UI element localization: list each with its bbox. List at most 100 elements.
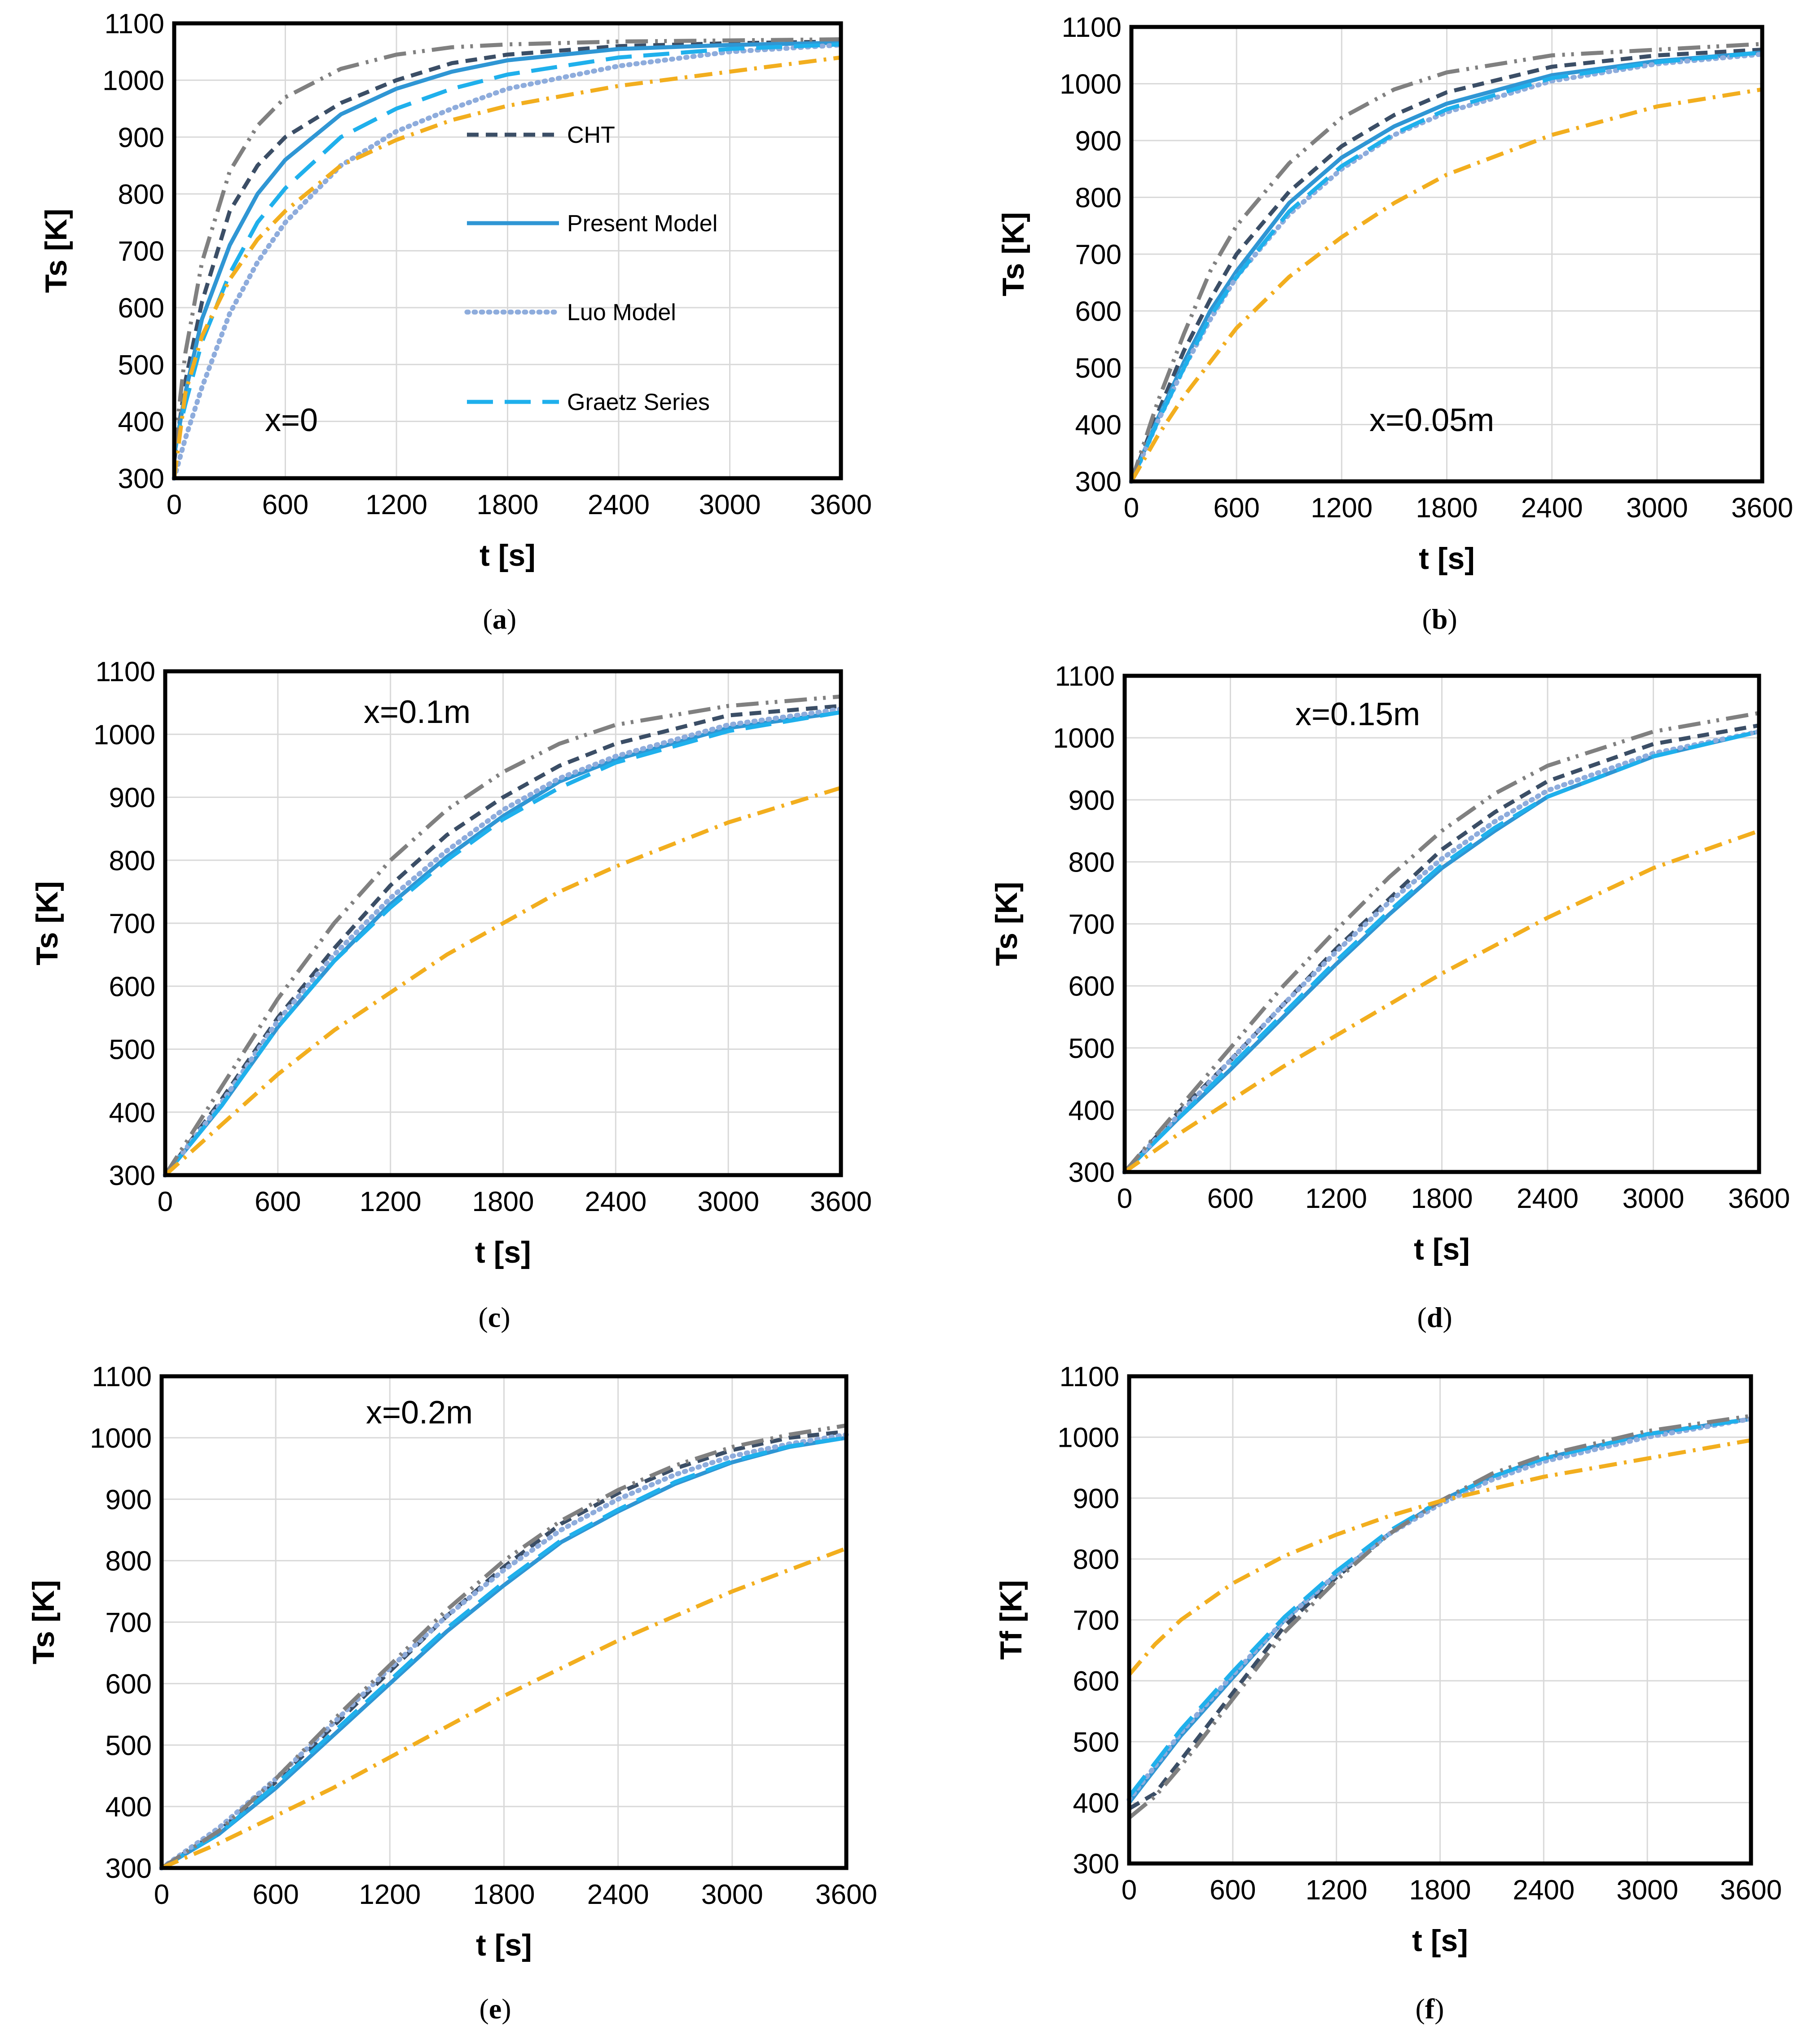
series-line-unlabeled-5 [172, 55, 841, 479]
x-tick-label: 2400 [587, 1879, 649, 1910]
series-line-luo-model [159, 1432, 849, 1871]
x-tick-label: 3000 [1616, 1875, 1678, 1906]
y-tick-label: 800 [1073, 1544, 1119, 1575]
x-tick-label: 1200 [360, 1186, 422, 1217]
x-tick-label: 600 [252, 1879, 299, 1910]
series-line-luo-model [172, 42, 844, 481]
series-line-present-model [160, 1436, 847, 1870]
x-tick-label: 0 [154, 1879, 169, 1910]
y-tick-label: 500 [109, 1035, 155, 1066]
y-tick-label: 400 [109, 1097, 155, 1128]
y-tick-label: 1000 [90, 1423, 152, 1454]
position-annotation: x=0.2m [366, 1395, 473, 1431]
x-tick-label: 3600 [810, 1186, 872, 1217]
y-tick-label: 1000 [102, 66, 164, 97]
y-tick-label: 1100 [1055, 661, 1115, 692]
y-tick-label: 900 [118, 122, 164, 153]
y-tick-label: 400 [118, 406, 164, 437]
x-tick-label: 3000 [1623, 1183, 1685, 1214]
y-tick-label: 500 [106, 1730, 152, 1761]
series-line-luo-model [163, 706, 844, 1178]
x-tick-label: 1800 [1409, 1875, 1471, 1906]
y-tick-label: 400 [1073, 1788, 1119, 1819]
y-tick-label: 800 [118, 179, 164, 210]
x-axis-label: t [s] [476, 1928, 532, 1962]
x-tick-label: 1200 [1306, 1875, 1368, 1906]
x-tick-label: 1200 [1311, 493, 1372, 524]
x-axis-label: t [s] [475, 1235, 531, 1269]
y-tick-label: 300 [1075, 467, 1122, 498]
y-tick-label: 1100 [1062, 12, 1122, 43]
legend-entry: Present Model [567, 211, 717, 237]
y-tick-label: 400 [1075, 410, 1122, 441]
y-tick-label: 800 [1069, 847, 1115, 878]
series-line-graetz-series [1129, 50, 1763, 482]
y-tick-label: 1100 [96, 656, 155, 687]
x-tick-label: 1200 [365, 489, 427, 520]
y-tick-label: 700 [1073, 1605, 1119, 1636]
chart-panel-e: 0 600 1200 1800 2400 3000 3600 300 400 500 600 700 8… [26, 1361, 877, 2025]
y-tick-label: 900 [1069, 785, 1115, 816]
series-line-unlabeled-5 [1123, 829, 1760, 1174]
x-tick-label: 1800 [473, 1879, 535, 1910]
y-axis-label: Ts [K] [996, 212, 1030, 296]
y-tick-label: 900 [106, 1485, 152, 1515]
series-line-unlabeled-4 [163, 694, 841, 1176]
y-tick-label: 800 [1075, 183, 1122, 214]
plot-frame [1129, 25, 1764, 484]
y-tick-label: 300 [118, 463, 164, 494]
x-tick-label: 3000 [1626, 493, 1688, 524]
x-axis-label: t [s] [479, 538, 536, 573]
x-tick-label: 1200 [359, 1879, 421, 1910]
y-tick-label: 1000 [1053, 723, 1115, 754]
y-tick-label: 700 [1075, 239, 1122, 270]
panel-caption: (c) [479, 1301, 510, 1333]
x-axis-label: t [s] [1412, 1924, 1468, 1958]
series-line-graetz-series [1123, 729, 1760, 1174]
y-tick-label: 1000 [1057, 1423, 1119, 1454]
plot-frame [163, 669, 843, 1177]
series-line-unlabeled-4 [1129, 42, 1763, 482]
series-line-unlabeled-5 [1130, 87, 1763, 483]
x-tick-label: 1800 [472, 1186, 534, 1217]
y-tick-label: 300 [109, 1160, 155, 1191]
y-tick-label: 700 [1069, 909, 1115, 940]
chart-panel-c: 0 600 1200 1800 2400 3000 3600 300 400 500 600 700 8… [30, 656, 872, 1333]
series-line-unlabeled-4 [172, 37, 841, 450]
series-line-unlabeled-4 [1128, 1414, 1751, 1819]
y-tick-label: 1100 [105, 9, 164, 40]
x-tick-label: 3600 [810, 489, 872, 520]
x-tick-label: 3000 [699, 489, 761, 520]
x-tick-label: 2400 [585, 1186, 647, 1217]
x-tick-label: 0 [1122, 1875, 1137, 1906]
position-annotation: x=0.15m [1295, 696, 1420, 732]
y-tick-label: 600 [1075, 296, 1122, 327]
plot-frame [159, 1374, 849, 1870]
y-tick-label: 1100 [1060, 1361, 1119, 1392]
y-tick-label: 500 [1069, 1033, 1115, 1064]
x-tick-label: 3600 [815, 1879, 877, 1910]
position-annotation: x=0 [265, 402, 318, 438]
x-tick-label: 3000 [697, 1186, 759, 1217]
legend-entry: Luo Model [567, 300, 676, 326]
plot-frame [1127, 1374, 1753, 1866]
chart-panel-a: 0 600 1200 1800 2400 3000 3600 300 400 500 600 700 8… [39, 9, 872, 635]
series-line-unlabeled-4 [1123, 711, 1760, 1173]
plot-frame [172, 21, 843, 480]
x-tick-label: 1800 [1411, 1183, 1473, 1214]
y-tick-label: 700 [118, 236, 164, 267]
y-tick-label: 900 [109, 783, 155, 814]
x-tick-label: 3600 [1720, 1875, 1782, 1906]
legend-entry: Graetz Series [567, 389, 710, 415]
y-tick-label: 600 [106, 1669, 152, 1700]
x-tick-label: 0 [1124, 493, 1139, 524]
y-tick-label: 800 [109, 846, 155, 877]
series-line-unlabeled-5 [161, 1546, 847, 1870]
y-tick-label: 600 [1073, 1666, 1119, 1697]
y-tick-label: 700 [109, 908, 155, 939]
y-tick-label: 500 [1073, 1727, 1119, 1758]
x-tick-label: 600 [262, 489, 308, 520]
y-axis-label: Ts [K] [26, 1580, 61, 1665]
x-tick-label: 600 [1207, 1183, 1254, 1214]
